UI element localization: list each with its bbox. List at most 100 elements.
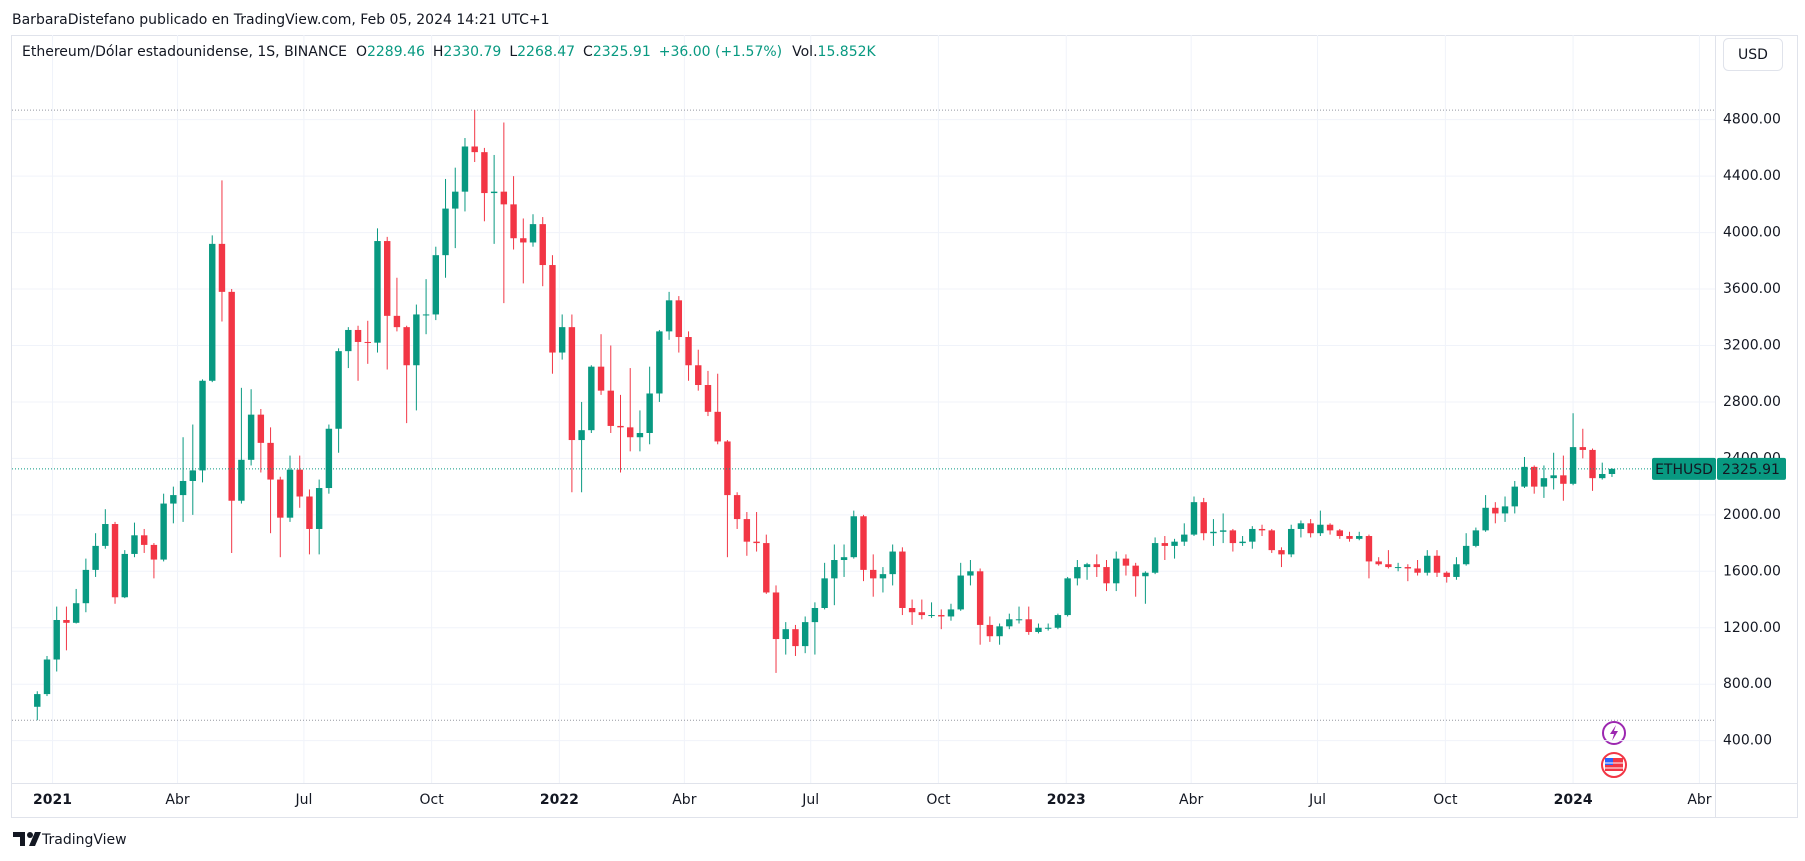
- candle-body: [1530, 466, 1538, 487]
- x-tick-label: 2023: [1047, 792, 1086, 808]
- candle-body: [1142, 572, 1149, 577]
- x-tick-label: Abr: [1687, 792, 1711, 808]
- candle-body: [801, 622, 809, 647]
- candle-body: [277, 479, 284, 518]
- legend-key: H: [432, 44, 444, 60]
- y-tick-label: 4800.00: [1723, 112, 1781, 128]
- x-tick-label: 2021: [33, 792, 72, 808]
- candle-body: [908, 607, 916, 613]
- candle-body: [1190, 502, 1198, 535]
- candle-body: [1113, 558, 1120, 584]
- y-tick-label: 2800.00: [1723, 394, 1781, 410]
- candle-body: [296, 469, 303, 497]
- candle-body: [733, 495, 741, 520]
- candle-body: [53, 619, 60, 660]
- legend-value: 2330.79: [443, 44, 502, 60]
- candle-body: [597, 366, 605, 391]
- event-icon[interactable]: [1601, 752, 1627, 778]
- candle-body: [1550, 475, 1557, 479]
- candle-body: [1054, 615, 1062, 628]
- legend-volume-value: 15.852K: [817, 44, 876, 60]
- candle-body: [1356, 536, 1363, 539]
- candle-body: [879, 574, 887, 579]
- candles: [34, 110, 1616, 721]
- last-price-label: 2325.91: [1722, 462, 1780, 478]
- candle-body: [1414, 568, 1421, 573]
- candle-body: [1239, 541, 1246, 544]
- candle-body: [432, 255, 440, 315]
- candle-body: [72, 603, 80, 623]
- candle-body: [1025, 619, 1032, 632]
- candle-body: [1064, 578, 1071, 616]
- candle-body: [1443, 572, 1450, 577]
- candle-body: [82, 569, 90, 604]
- candle-body: [1219, 530, 1227, 532]
- currency-button[interactable]: [1723, 38, 1783, 71]
- candle-body: [967, 571, 974, 576]
- candle-body: [413, 314, 420, 366]
- candle-body: [870, 569, 877, 579]
- candle-body: [1132, 565, 1139, 577]
- candle-body: [199, 380, 206, 471]
- candle-body: [1181, 534, 1188, 542]
- x-tick-label: Oct: [420, 792, 445, 808]
- candle-body: [714, 411, 721, 442]
- candle-body: [257, 414, 265, 443]
- legend-value: 2289.46: [366, 44, 425, 60]
- candle-body: [1501, 506, 1509, 514]
- candle-body: [1579, 447, 1587, 450]
- candle-body: [918, 612, 926, 616]
- candle-body: [92, 545, 99, 570]
- candle-body: [724, 441, 731, 496]
- legend-volume-key: Vol.: [792, 44, 818, 60]
- candle-body: [1394, 567, 1402, 569]
- candle-body: [131, 535, 138, 554]
- alert-icon[interactable]: [1602, 721, 1626, 745]
- candle-body: [792, 629, 799, 647]
- candle-body: [1122, 558, 1130, 566]
- x-tick-label: Jul: [801, 792, 819, 808]
- last-price-tag: [1717, 457, 1786, 480]
- candle-body: [461, 146, 469, 192]
- candle-body: [335, 351, 342, 429]
- candle-body: [442, 208, 449, 256]
- candle-body: [1511, 486, 1518, 507]
- x-tick-label: Jul: [294, 792, 312, 808]
- x-tick-label: 2024: [1554, 792, 1593, 808]
- candle-body: [364, 341, 371, 343]
- candle-body: [1599, 473, 1606, 479]
- candle-body: [306, 496, 313, 529]
- candle-body: [549, 265, 556, 353]
- x-tick-label: Oct: [1433, 792, 1458, 808]
- candle-body: [1006, 619, 1013, 627]
- candle-body: [1210, 531, 1217, 534]
- legend-title: Ethereum/Dólar estadounidense, 1S, BINAN…: [22, 44, 347, 60]
- candle-body: [150, 544, 158, 560]
- candle-body: [568, 327, 576, 441]
- candle-body: [34, 694, 41, 707]
- y-tick-label: 3200.00: [1723, 337, 1781, 353]
- y-tick-label: 1200.00: [1723, 620, 1781, 636]
- legend-change: +36.00 (+1.57%): [658, 44, 783, 60]
- candle-body: [393, 315, 401, 328]
- candle-body: [140, 535, 148, 545]
- candle-body: [1589, 449, 1596, 479]
- candle-body: [500, 191, 508, 205]
- footer-brand: TradingView: [41, 832, 127, 848]
- candle-body: [228, 291, 235, 501]
- candle-body: [1083, 564, 1091, 568]
- candle-body: [763, 543, 770, 593]
- candle-body: [452, 191, 459, 209]
- candle-body: [753, 541, 760, 544]
- candle-body: [1200, 502, 1207, 534]
- candle-body: [1385, 564, 1392, 568]
- candle-body: [558, 327, 566, 353]
- candle-body: [938, 615, 945, 617]
- x-tick-label: 2022: [540, 792, 579, 808]
- candle-body: [578, 430, 585, 441]
- candle-body: [675, 300, 683, 338]
- candle-body: [520, 238, 527, 243]
- x-tick-label: Oct: [926, 792, 951, 808]
- candle-body: [704, 385, 712, 412]
- candle-body: [850, 516, 857, 558]
